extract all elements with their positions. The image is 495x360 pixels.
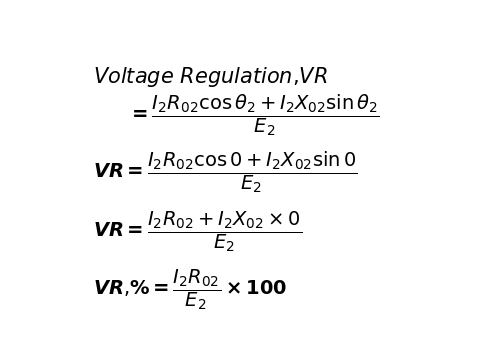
- Text: $\boldsymbol{= \dfrac{I_2R_{02}\cos\theta_2 + I_2X_{02}\sin\theta_2}{E_2}}$: $\boldsymbol{= \dfrac{I_2R_{02}\cos\thet…: [128, 93, 380, 138]
- Text: $\bf\mathit{Voltage\ Regulation{,}VR}$: $\bf\mathit{Voltage\ Regulation{,}VR}$: [93, 66, 327, 89]
- Text: $\boldsymbol{VR = \dfrac{I_2R_{02}\cos 0 + I_2X_{02}\sin 0}{E_2}}$: $\boldsymbol{VR = \dfrac{I_2R_{02}\cos 0…: [93, 149, 357, 195]
- Text: $\boldsymbol{VR = \dfrac{I_2R_{02} + I_2X_{02}\times 0}{E_2}}$: $\boldsymbol{VR = \dfrac{I_2R_{02} + I_2…: [93, 210, 301, 254]
- Text: $\boldsymbol{VR{,}\% = \dfrac{I_2R_{02}}{E_2}\times 100}$: $\boldsymbol{VR{,}\% = \dfrac{I_2R_{02}}…: [93, 267, 287, 312]
